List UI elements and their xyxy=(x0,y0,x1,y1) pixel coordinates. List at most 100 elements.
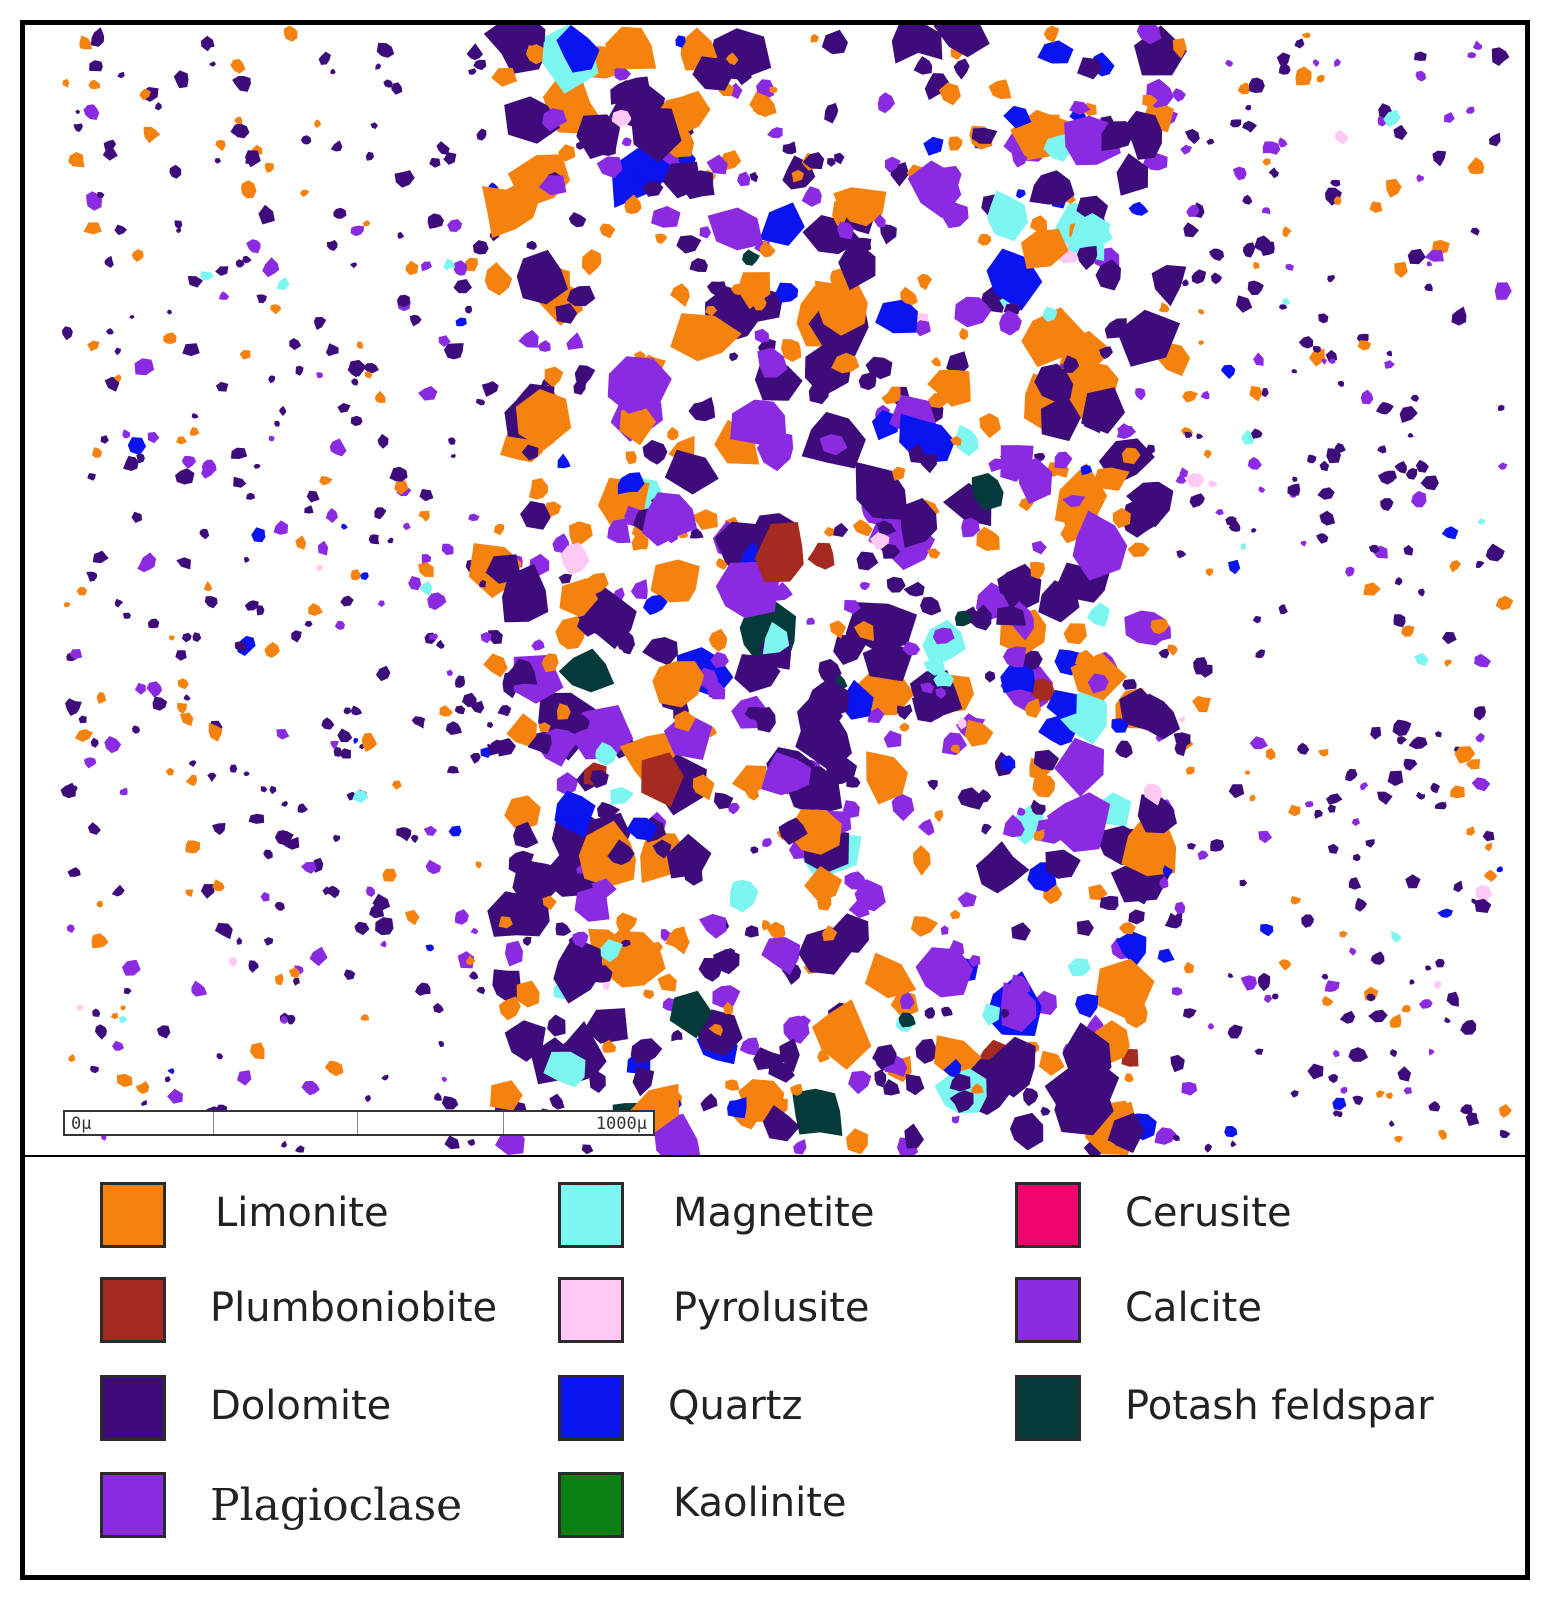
mineral-grain xyxy=(273,520,289,535)
mineral-grain xyxy=(230,123,250,139)
mineral-grain xyxy=(246,492,256,500)
mineral-grain xyxy=(1080,464,1093,476)
mineral-grain xyxy=(175,650,187,661)
mineral-grain xyxy=(1496,866,1503,873)
mineral-grain xyxy=(1043,25,1060,43)
mineral-grain xyxy=(112,1040,124,1051)
mineral-grain xyxy=(1340,1087,1348,1094)
mineral-grain xyxy=(453,260,467,276)
mineral-grain xyxy=(1251,527,1257,533)
mineral-grain xyxy=(1063,623,1087,645)
mineral-grain xyxy=(729,879,759,913)
mineral-grain xyxy=(1253,352,1264,366)
mineral-grain xyxy=(837,221,854,240)
mineral-grain xyxy=(971,473,1004,511)
mineral-grain xyxy=(102,148,118,161)
mineral-grain xyxy=(333,834,341,842)
mineral-grain xyxy=(999,755,1016,771)
mineral-grain xyxy=(1124,610,1168,646)
mineral-grain xyxy=(744,706,764,722)
mineral-grain xyxy=(1409,979,1415,985)
mineral-grain xyxy=(1228,519,1241,532)
mineral-grain xyxy=(62,78,70,88)
legend-label-plagioclase: Plagioclase xyxy=(210,1480,463,1531)
mineral-grain xyxy=(83,104,100,120)
mineral-grain xyxy=(1278,137,1288,148)
mineral-grain xyxy=(1174,739,1187,757)
mineral-grain xyxy=(683,863,703,886)
mineral-grain xyxy=(675,35,686,48)
mineral-grain xyxy=(391,82,403,95)
mineral-grain xyxy=(762,838,772,848)
mineral-grain xyxy=(810,33,819,43)
mineral-grain xyxy=(641,752,684,807)
mineral-grain xyxy=(1497,462,1508,470)
mineral-grain xyxy=(66,924,75,933)
mineral-grain xyxy=(423,825,438,836)
mineral-grain xyxy=(632,1066,655,1097)
mineral-grain xyxy=(237,635,256,656)
mineral-grain xyxy=(547,1014,566,1037)
mineral-grain xyxy=(1278,62,1291,75)
mineral-grain xyxy=(1131,883,1150,905)
mineral-grain xyxy=(1017,807,1026,816)
mineral-grain xyxy=(1360,389,1374,405)
mineral-grain xyxy=(713,948,740,975)
mineral-grain xyxy=(643,595,668,615)
mineral-grain xyxy=(924,1007,935,1019)
mineral-grain xyxy=(642,637,678,666)
mineral-grain xyxy=(165,767,175,776)
legend-swatch-magnetite xyxy=(558,1182,624,1248)
mineral-grain xyxy=(1424,283,1433,292)
mineral-grain xyxy=(943,1058,962,1078)
mineral-grain xyxy=(114,374,122,382)
mineral-grain xyxy=(1454,746,1476,764)
mineral-grain xyxy=(73,123,83,132)
mineral-grain xyxy=(688,774,715,801)
mineral-grain xyxy=(350,225,365,237)
mineral-grain xyxy=(1410,394,1420,402)
mineral-grain xyxy=(418,562,434,578)
legend-label-pyrolusite: Pyrolusite xyxy=(673,1285,870,1331)
mineral-grain xyxy=(752,295,767,311)
mineral-grain xyxy=(1285,263,1294,271)
mineral-grain xyxy=(1142,94,1158,108)
mineral-grain xyxy=(1111,718,1129,733)
mineral-grain xyxy=(292,977,300,986)
legend-swatch-plumboniobite xyxy=(100,1277,166,1343)
mineral-grain xyxy=(682,170,715,200)
mineral-grain xyxy=(214,922,233,940)
mineral-grain xyxy=(626,817,658,841)
mineral-grain xyxy=(544,366,564,388)
mineral-grain xyxy=(485,554,521,584)
mineral-grain xyxy=(90,737,99,748)
mineral-grain xyxy=(1416,174,1424,183)
mineral-grain xyxy=(100,435,109,444)
mineral-grain xyxy=(558,573,573,584)
mineral-grain xyxy=(1345,769,1358,782)
mineral-grain xyxy=(185,840,201,854)
mineral-grain xyxy=(1386,350,1392,357)
mineral-grain xyxy=(1465,759,1481,770)
mineral-grain xyxy=(152,696,168,711)
mineral-grain xyxy=(1268,167,1279,179)
mineral-grain xyxy=(670,313,742,362)
mineral-grain xyxy=(996,605,1027,626)
mineral-grain xyxy=(1179,467,1189,479)
mineral-grain xyxy=(1077,245,1098,271)
mineral-grain xyxy=(465,257,478,272)
mineral-grain xyxy=(443,258,455,271)
mineral-grain xyxy=(520,501,551,530)
mineral-grain xyxy=(1183,222,1200,238)
mineral-grain xyxy=(988,79,1012,99)
mineral-grain xyxy=(1094,958,1155,1018)
mineral-grain xyxy=(354,921,370,936)
mineral-grain xyxy=(232,76,251,92)
mineral-grain xyxy=(104,376,120,392)
mineral-grain xyxy=(326,240,338,251)
mineral-grain xyxy=(242,255,252,264)
mineral-grain xyxy=(301,861,317,874)
mineral-grain xyxy=(1348,877,1362,890)
mineral-grain xyxy=(1377,470,1397,485)
mineral-grain xyxy=(1060,526,1080,544)
